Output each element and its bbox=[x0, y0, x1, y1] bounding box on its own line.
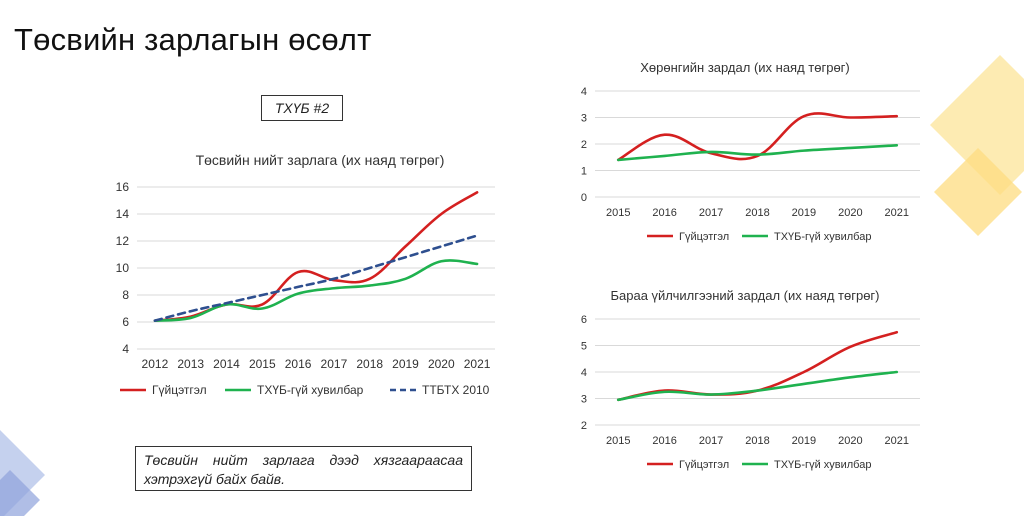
legend-label: ТХҮБ-гүй хувилбар bbox=[257, 383, 364, 397]
y-tick-label: 5 bbox=[581, 341, 587, 353]
chart-total-expenditure: Төсвийн нийт зарлага (их наяд төгрөг) 4 6 8… bbox=[116, 152, 495, 397]
page-title: Төсвийн зарлагын өсөлт bbox=[14, 22, 372, 57]
y-tick-label: 10 bbox=[116, 261, 130, 275]
x-tick-label: 2018 bbox=[745, 207, 769, 219]
x-tick-label: 2015 bbox=[249, 357, 276, 371]
y-tick-label: 1 bbox=[581, 166, 587, 178]
legend-label: Гүйцэтгэл bbox=[679, 231, 729, 243]
series-line bbox=[616, 370, 899, 402]
x-tick-label: 2012 bbox=[142, 357, 169, 371]
deco-yellow-diamond-small bbox=[934, 148, 1022, 236]
x-tick-label: 2016 bbox=[652, 207, 676, 219]
note-box: Төсвийн нийт зарлага дээд хязгаараасаа х… bbox=[135, 446, 472, 491]
series-line bbox=[153, 234, 479, 322]
y-tick-label: 12 bbox=[116, 234, 130, 248]
x-tick-label: 2019 bbox=[392, 357, 419, 371]
deco-yellow-diamond-large bbox=[930, 55, 1024, 195]
y-tick-label: 4 bbox=[581, 367, 587, 379]
y-tick-label: 0 bbox=[581, 192, 587, 204]
x-tick-label: 2016 bbox=[285, 357, 312, 371]
x-tick-label: 2019 bbox=[792, 435, 816, 447]
x-tick-label: 2017 bbox=[699, 435, 723, 447]
x-tick-label: 2020 bbox=[838, 435, 862, 447]
x-tick-label: 2017 bbox=[321, 357, 348, 371]
y-tick-label: 4 bbox=[122, 342, 129, 356]
series-line bbox=[153, 191, 479, 322]
series-line bbox=[616, 112, 899, 162]
y-tick-label: 6 bbox=[581, 314, 587, 326]
x-tick-label: 2014 bbox=[213, 357, 240, 371]
x-tick-label: 2018 bbox=[356, 357, 383, 371]
y-tick-label: 2 bbox=[581, 139, 587, 151]
y-tick-label: 6 bbox=[122, 315, 129, 329]
legend-label: Гүйцэтгэл bbox=[679, 459, 729, 471]
series-line bbox=[153, 259, 479, 322]
y-tick-label: 8 bbox=[122, 288, 129, 302]
y-tick-label: 4 bbox=[581, 86, 587, 98]
scenario-tag: ТХҮБ #2 bbox=[261, 95, 343, 121]
x-tick-label: 2015 bbox=[606, 435, 630, 447]
chart-title: Төсвийн нийт зарлага (их наяд төгрөг) bbox=[196, 152, 445, 168]
x-tick-label: 2018 bbox=[745, 435, 769, 447]
y-tick-label: 3 bbox=[581, 394, 587, 406]
y-tick-label: 14 bbox=[116, 207, 130, 221]
legend-label: Гүйцэтгэл bbox=[152, 383, 207, 397]
x-tick-label: 2016 bbox=[652, 435, 676, 447]
x-tick-label: 2020 bbox=[838, 207, 862, 219]
x-tick-label: 2013 bbox=[177, 357, 204, 371]
legend-label: ТХҮБ-гүй хувилбар bbox=[774, 231, 871, 243]
x-tick-label: 2021 bbox=[885, 435, 909, 447]
chart-goods-services-expenditure: Бараа үйлчилгээний зардал (их наяд төгрө… bbox=[581, 288, 920, 471]
x-tick-label: 2019 bbox=[792, 207, 816, 219]
x-tick-label: 2021 bbox=[464, 357, 491, 371]
x-tick-label: 2020 bbox=[428, 357, 455, 371]
series-line bbox=[616, 144, 899, 162]
legend-label: ТХҮБ-гүй хувилбар bbox=[774, 459, 871, 471]
chart-title: Хөрөнгийн зардал (их наяд төгрөг) bbox=[640, 60, 850, 75]
x-tick-label: 2021 bbox=[885, 207, 909, 219]
y-tick-label: 3 bbox=[581, 113, 587, 125]
x-tick-label: 2017 bbox=[699, 207, 723, 219]
deco-blue-diamond-small bbox=[0, 470, 40, 516]
chart-title: Бараа үйлчилгээний зардал (их наяд төгрө… bbox=[610, 288, 879, 303]
x-tick-label: 2015 bbox=[606, 207, 630, 219]
legend-label: ТТБТХ 2010 bbox=[422, 383, 490, 397]
y-tick-label: 2 bbox=[581, 420, 587, 432]
chart-capital-expenditure: Хөрөнгийн зардал (их наяд төгрөг) 0 1 2 3 4 20… bbox=[581, 60, 920, 243]
y-tick-label: 16 bbox=[116, 180, 130, 194]
